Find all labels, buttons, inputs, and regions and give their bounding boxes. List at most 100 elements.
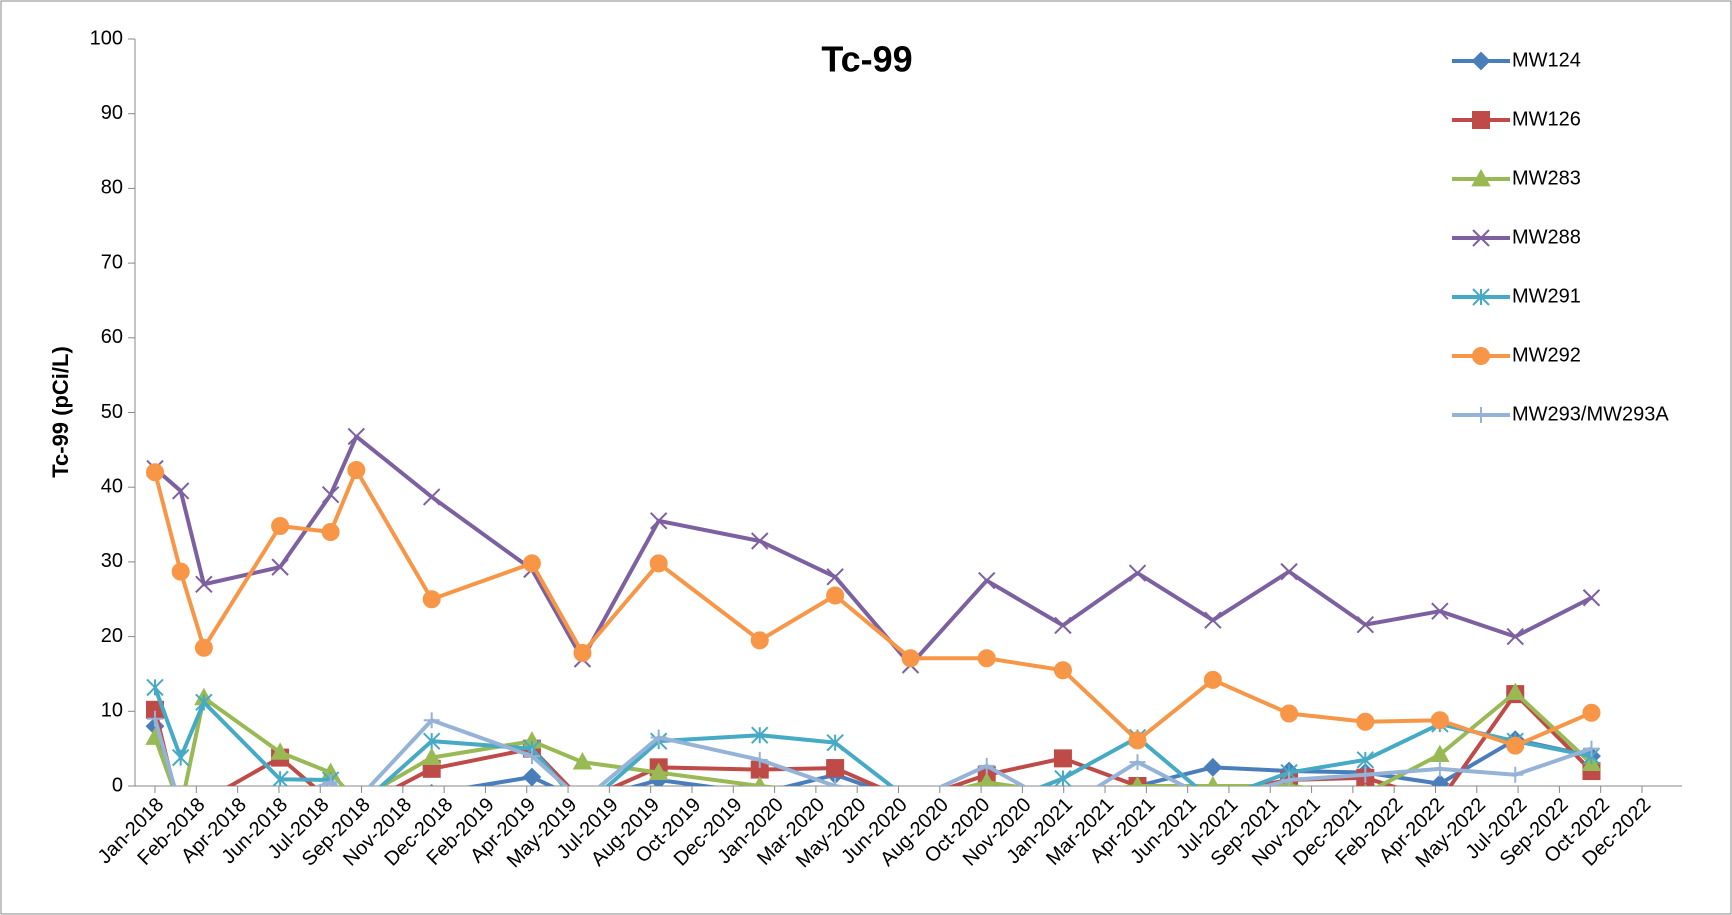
marker: [422, 488, 441, 506]
marker: [650, 729, 667, 746]
marker: [901, 649, 920, 668]
series-line: [153, 690, 1593, 786]
marker: [347, 427, 366, 446]
marker: [1204, 611, 1222, 629]
marker: [1430, 774, 1450, 786]
marker: [1472, 288, 1490, 306]
y-axis-label: Tc-99 (pCi/L): [48, 346, 73, 478]
legend-label: MW126: [1512, 108, 1581, 130]
marker: [751, 726, 769, 744]
marker: [1583, 740, 1600, 757]
legend-label: MW292: [1512, 344, 1581, 366]
marker: [1280, 704, 1299, 723]
marker: [826, 759, 845, 778]
marker: [1054, 769, 1072, 786]
marker: [826, 568, 844, 586]
marker: [421, 747, 442, 766]
marker: [827, 778, 844, 786]
legend-label: MW291: [1512, 285, 1581, 307]
marker: [1356, 615, 1375, 634]
marker: [422, 590, 441, 609]
marker: [1431, 760, 1448, 777]
marker: [270, 742, 290, 760]
marker: [649, 554, 668, 573]
series-line: [153, 686, 1592, 786]
marker: [1356, 712, 1375, 731]
marker: [271, 558, 289, 576]
marker: [146, 463, 164, 482]
series-line: [153, 725, 1592, 786]
marker: [1506, 736, 1525, 755]
legend-label: MW124: [1512, 49, 1581, 71]
y-tick-label: 100: [90, 27, 123, 49]
marker: [1506, 627, 1524, 646]
y-tick-label: 40: [101, 475, 123, 497]
marker: [1471, 51, 1491, 71]
marker: [422, 732, 441, 750]
marker: [977, 649, 996, 668]
y-tick-label: 80: [101, 177, 123, 199]
marker: [147, 710, 163, 727]
marker: [347, 461, 366, 480]
marker: [1430, 711, 1449, 730]
y-tick-label: 60: [101, 326, 123, 348]
marker: [1363, 783, 1367, 786]
marker: [1431, 602, 1449, 620]
marker: [573, 644, 592, 663]
marker: [754, 775, 766, 786]
marker: [978, 757, 995, 774]
y-tick-label: 0: [112, 774, 123, 796]
marker: [1472, 111, 1490, 129]
marker: [978, 571, 996, 590]
marker: [1054, 616, 1072, 635]
plot-area: [145, 427, 1602, 786]
series-line: [153, 468, 1593, 748]
marker: [1471, 168, 1491, 187]
marker: [1203, 757, 1223, 777]
marker: [1053, 749, 1072, 768]
marker: [522, 554, 541, 573]
marker: [648, 762, 669, 780]
marker: [321, 523, 340, 542]
marker: [322, 774, 339, 786]
marker: [1129, 754, 1146, 771]
series-line: [153, 718, 1593, 786]
marker: [522, 767, 542, 786]
marker: [146, 678, 164, 697]
marker: [1280, 562, 1298, 581]
marker: [194, 638, 213, 657]
marker: [1128, 731, 1147, 750]
marker: [1357, 766, 1374, 783]
marker: [1473, 407, 1489, 423]
marker: [195, 575, 213, 594]
marker: [171, 748, 190, 767]
marker: [649, 512, 668, 530]
legend-label: MW283: [1512, 167, 1581, 189]
chart-title: Tc-99: [821, 39, 912, 80]
marker: [979, 772, 995, 786]
marker: [1128, 564, 1147, 582]
marker: [750, 631, 769, 650]
marker: [271, 770, 289, 786]
marker: [1053, 661, 1072, 680]
marker: [1207, 775, 1219, 786]
y-tick-label: 10: [101, 700, 123, 722]
y-tick-label: 30: [101, 550, 123, 572]
marker: [572, 752, 593, 770]
marker: [826, 586, 845, 605]
marker: [1472, 347, 1490, 365]
legend-label: MW288: [1512, 226, 1581, 248]
marker: [1472, 229, 1490, 247]
marker: [826, 733, 844, 752]
legend-label: MW293/MW293A: [1512, 403, 1669, 425]
marker: [751, 532, 769, 550]
marker: [423, 712, 440, 729]
y-tick-label: 50: [101, 401, 123, 423]
marker: [429, 784, 434, 786]
marker: [271, 517, 290, 536]
marker: [171, 562, 190, 581]
y-tick-label: 90: [101, 102, 123, 124]
